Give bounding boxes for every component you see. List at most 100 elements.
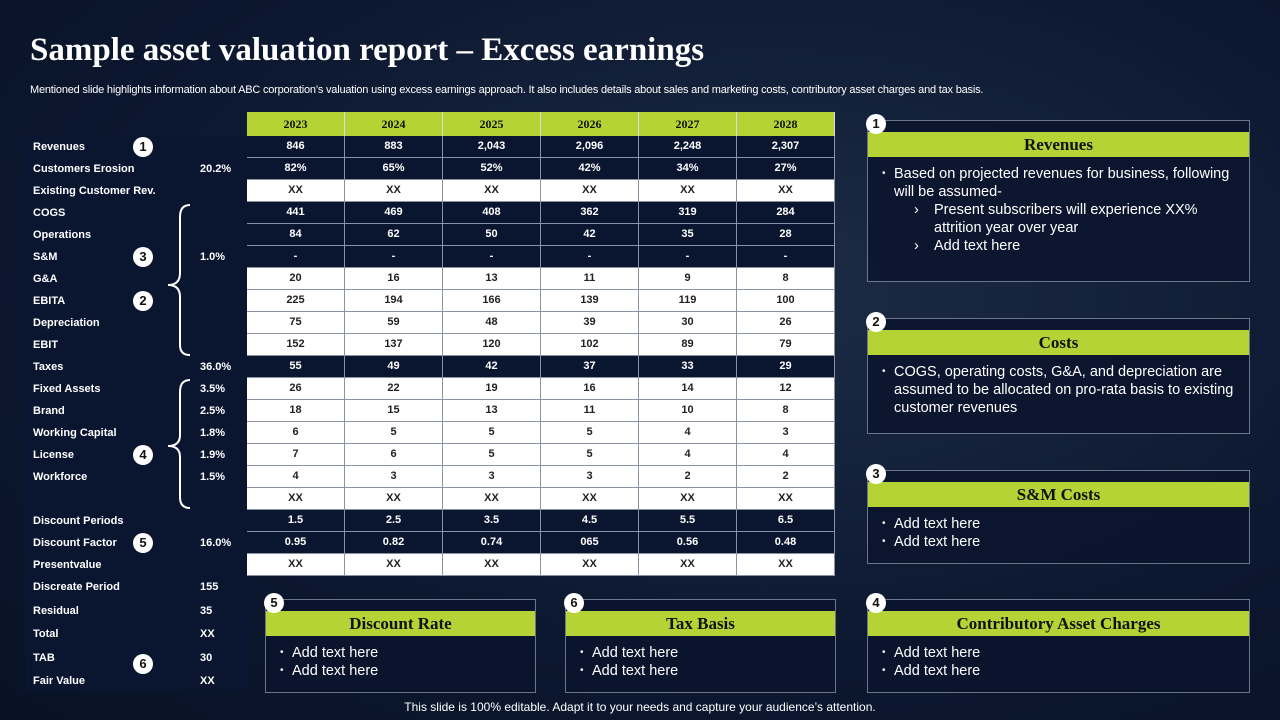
table-cell: XX — [639, 554, 737, 576]
column-header: 2026 — [541, 112, 639, 136]
bullet: Add text here • — [580, 663, 679, 679]
bullet-marker: • — [882, 665, 886, 676]
table-cell: 79 — [737, 334, 835, 356]
table-cell: 0.56 — [639, 532, 737, 554]
row-label: Discreate Period — [33, 581, 120, 593]
table-cell: XX — [541, 180, 639, 202]
table-cell: 4 — [639, 444, 737, 466]
row-label: License — [33, 449, 74, 461]
badge: 3 — [133, 247, 153, 267]
bullet-marker: › — [914, 202, 919, 218]
table-cell: 13 — [443, 268, 541, 290]
table-cell: 8 — [737, 268, 835, 290]
row-label: EBITA — [33, 295, 66, 307]
info-box: Contributory Asset Charges Add text here •… — [867, 599, 1250, 693]
box-title: Revenues — [868, 132, 1249, 157]
box-title: Discount Rate — [266, 611, 535, 636]
bullet: Add text here • — [882, 663, 981, 679]
box-title: Tax Basis — [566, 611, 835, 636]
sub-bullet: Add text here › — [914, 238, 1021, 254]
bullet-marker: • — [580, 665, 584, 676]
table-cell: XX — [737, 180, 835, 202]
table-cell: XX — [541, 488, 639, 510]
table-cell: XX — [345, 554, 443, 576]
table-cell: 4.5 — [541, 510, 639, 532]
table-cell: 2,307 — [737, 136, 835, 158]
table-cell: XX — [443, 180, 541, 202]
table-cell: - — [541, 246, 639, 268]
table-cell: 59 — [345, 312, 443, 334]
info-box: Revenues Based on projected revenues for … — [867, 120, 1250, 282]
table-cell: 2.5 — [345, 510, 443, 532]
table-cell: 3 — [737, 422, 835, 444]
table-cell: - — [737, 246, 835, 268]
badge: 6 — [133, 653, 153, 674]
row-rate: 1.9% — [200, 449, 226, 461]
table-cell: - — [639, 246, 737, 268]
table-cell: 152 — [247, 334, 345, 356]
table-cell: 27% — [737, 158, 835, 180]
row-label: Fair Value — [33, 675, 85, 687]
table-cell: 10 — [639, 400, 737, 422]
table-cell: 55 — [247, 356, 345, 378]
badge: 2 — [133, 291, 153, 311]
table-cell: 89 — [639, 334, 737, 356]
table-cell: 4 — [737, 444, 835, 466]
table-cell: 35 — [639, 224, 737, 246]
table-cell: 29 — [737, 356, 835, 378]
bullet-marker: › — [914, 238, 919, 254]
row-label: Revenues — [33, 141, 85, 153]
table-cell: 42 — [443, 356, 541, 378]
row-rate: 155 — [200, 581, 219, 593]
table-cell: 50 — [443, 224, 541, 246]
table-cell: 65% — [345, 158, 443, 180]
sub-bullet: Present subscribers will experience XX% … — [914, 202, 1198, 236]
row-rate: 30 — [200, 651, 213, 664]
table-cell: 2 — [639, 466, 737, 488]
table-cell: 362 — [541, 202, 639, 224]
table-cell: 7 — [247, 444, 345, 466]
table-cell: 30 — [639, 312, 737, 334]
table-cell: 2,096 — [541, 136, 639, 158]
table-cell: 065 — [541, 532, 639, 554]
table-cell: 39 — [541, 312, 639, 334]
badge: 3 — [866, 464, 886, 484]
bullet-marker: • — [280, 665, 284, 676]
table-cell: XX — [639, 180, 737, 202]
table-cell: 18 — [247, 400, 345, 422]
badge: 1 — [133, 137, 153, 157]
table-cell: 20 — [247, 268, 345, 290]
box-title: Contributory Asset Charges — [868, 611, 1249, 636]
badge: 2 — [866, 312, 886, 332]
table-cell: 100 — [737, 290, 835, 312]
bullet-list: Add text here • Add text here • — [868, 507, 1249, 551]
table-cell: 26 — [247, 378, 345, 400]
column-header: 2028 — [737, 112, 835, 136]
table-cell: 3 — [541, 466, 639, 488]
table-cell: 8 — [737, 400, 835, 422]
row-rate: XX — [200, 675, 215, 687]
bullet-marker: • — [882, 366, 886, 377]
badge: 5 — [133, 533, 153, 553]
table-cell: 5 — [541, 422, 639, 444]
bullet-list: Based on projected revenues for business… — [868, 157, 1249, 255]
table-cell: 49 — [345, 356, 443, 378]
row-label: Residual — [33, 604, 79, 617]
label-panel — [25, 136, 247, 691]
row-label: Customers Erosion — [33, 163, 135, 175]
table-cell: 42 — [541, 224, 639, 246]
row-rate: 1.5% — [200, 471, 226, 483]
table-cell: - — [345, 246, 443, 268]
table-cell: 6 — [247, 422, 345, 444]
table-cell: 408 — [443, 202, 541, 224]
box-title: Costs — [868, 330, 1249, 355]
table-cell: 82% — [247, 158, 345, 180]
table-cell: 6 — [345, 444, 443, 466]
badge: 1 — [866, 114, 886, 134]
table-cell: 52% — [443, 158, 541, 180]
table-cell: 0.74 — [443, 532, 541, 554]
badge: 4 — [133, 445, 153, 465]
row-label: EBIT — [33, 339, 59, 351]
table-cell: 26 — [737, 312, 835, 334]
table-cell: 5 — [443, 444, 541, 466]
